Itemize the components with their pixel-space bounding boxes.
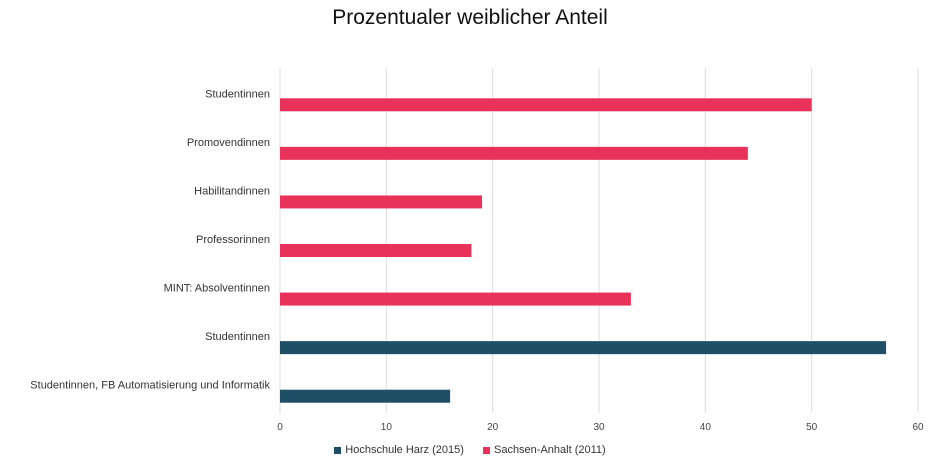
x-tick-label: 10 — [381, 422, 393, 433]
legend-label: Hochschule Harz (2015) — [345, 444, 464, 456]
bar-1-2 — [280, 195, 483, 209]
bar-1-4 — [280, 292, 631, 306]
bar-0-6 — [280, 389, 451, 403]
x-tick-label: 60 — [912, 422, 924, 433]
legend-swatch — [334, 446, 342, 454]
category-label: Studentinnen, FB Automatisierung und Inf… — [30, 380, 270, 392]
category-label: Promovendinnen — [187, 137, 270, 149]
bar-1-0 — [280, 98, 812, 112]
category-label: Habilitandinnen — [194, 185, 270, 197]
category-label: Professorinnen — [196, 234, 270, 246]
legend-item-series-1: Sachsen-Anhalt (2011) — [482, 444, 606, 456]
category-label: MINT: Absolventinnen — [164, 283, 270, 295]
category-label: Studentinnen — [205, 88, 270, 100]
legend-item-series-0: Hochschule Harz (2015) — [334, 444, 464, 456]
legend: Hochschule Harz (2015) Sachsen-Anhalt (2… — [0, 444, 940, 457]
bar-0-5 — [280, 341, 887, 355]
x-axis-tick-labels: 0 10 20 30 40 50 60 — [277, 422, 924, 433]
category-labels: Studentinnen Promovendinnen Habilitandinne… — [30, 88, 270, 391]
x-tick-label: 40 — [700, 422, 712, 433]
bars — [280, 98, 887, 403]
category-label: Studentinnen — [205, 331, 270, 343]
chart-title: Prozentualer weiblicher Anteil — [332, 6, 608, 29]
legend-label: Sachsen-Anhalt (2011) — [493, 444, 606, 456]
x-tick-label: 30 — [593, 422, 605, 433]
x-tick-label: 20 — [487, 422, 499, 433]
x-tick-label: 50 — [806, 422, 818, 433]
bar-1-1 — [280, 146, 748, 160]
x-tick-label: 0 — [277, 422, 283, 433]
grid-lines — [279, 68, 919, 413]
legend-swatch — [482, 446, 490, 454]
bar-1-3 — [280, 244, 472, 257]
